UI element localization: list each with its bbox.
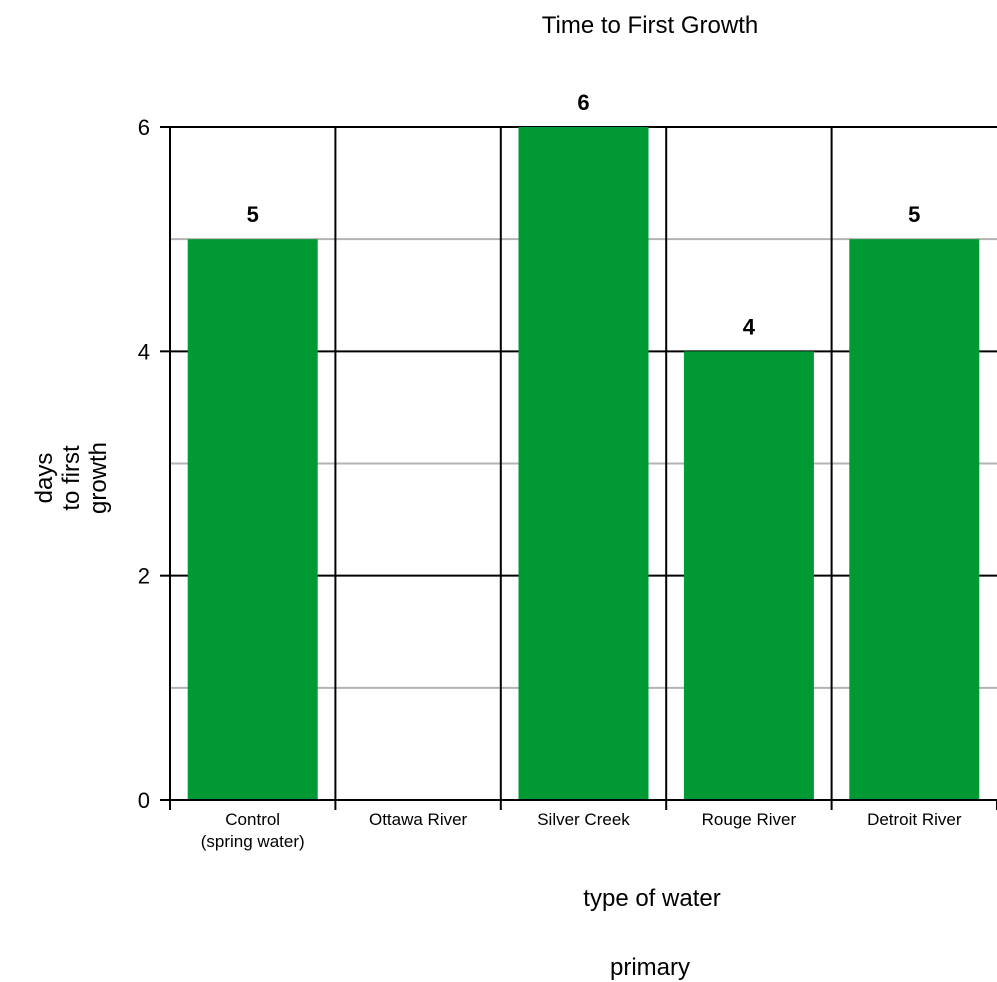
y-tick-label: 0 [138, 788, 150, 813]
data-label: 5 [247, 202, 259, 227]
chart-title: Time to First Growth [542, 12, 758, 39]
bar [849, 239, 980, 800]
bar [518, 127, 649, 800]
x-tick-label: (spring water) [201, 832, 305, 851]
bar [683, 351, 814, 800]
y-tick-label: 4 [138, 339, 150, 364]
x-tick-label: Control [225, 810, 280, 829]
x-tick-label: Ottawa River [369, 810, 468, 829]
axes [160, 126, 997, 810]
data-label: 5 [908, 202, 920, 227]
data-label: 6 [577, 90, 589, 115]
y-axis-label-line-3: growth [85, 442, 112, 514]
y-tick-label: 6 [138, 115, 150, 140]
y-tick-label: 2 [138, 564, 150, 589]
tick-labels: 0 2 4 6 Control (spring water) Ottawa River Sil… [138, 115, 962, 851]
y-axis-label: days to first growth [31, 442, 112, 514]
x-tick-label: Rouge River [702, 810, 797, 829]
y-axis-label-line-2: to first [58, 445, 85, 511]
bars [187, 127, 980, 800]
bar [187, 239, 318, 800]
data-label: 4 [743, 314, 756, 339]
data-labels: 5 6 4 5 [247, 90, 921, 339]
x-tick-label: Detroit River [867, 810, 962, 829]
y-axis-label-line-1: days [31, 453, 58, 504]
x-axis-label: type of water [583, 885, 720, 912]
x-tick-label: Silver Creek [537, 810, 630, 829]
chart-subtitle: primary [610, 954, 690, 981]
